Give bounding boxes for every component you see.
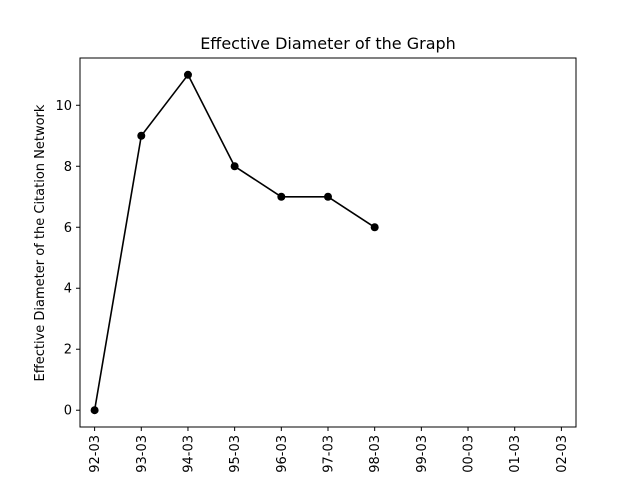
data-point — [137, 131, 146, 140]
y-tick-label: 0 — [64, 404, 72, 419]
y-tick-label: 10 — [55, 99, 72, 114]
plot-frame — [79, 57, 577, 428]
x-tick-label: 97-03 — [322, 435, 337, 473]
x-tick-label: 01-03 — [508, 435, 523, 473]
x-tick-label: 99-03 — [415, 435, 430, 473]
y-axis: 0 2 4 6 8 10 — [55, 99, 80, 419]
x-tick-label: 93-03 — [135, 435, 150, 473]
x-tick-label: 95-03 — [228, 435, 243, 473]
y-tick-label: 2 — [64, 343, 72, 358]
x-tick-label: 96-03 — [275, 435, 290, 473]
x-tick-label: 02-03 — [555, 435, 570, 473]
data-point — [324, 192, 332, 201]
series-line — [93, 74, 376, 411]
x-tick-label: 94-03 — [181, 435, 196, 473]
x-tick-label: 00-03 — [462, 435, 477, 473]
x-axis: 92-03 93-03 94-03 95-03 96-03 97-03 98-03 99-03… — [88, 427, 570, 473]
y-tick-label: 4 — [64, 282, 72, 297]
y-axis-label: Effective Diameter of the Citation Netwo… — [33, 104, 48, 381]
x-tick-label: 92-03 — [88, 435, 103, 473]
data-point — [370, 223, 379, 232]
plot-area — [90, 70, 379, 415]
chart-title: Effective Diameter of the Graph — [200, 34, 456, 53]
data-point — [230, 162, 239, 171]
data-point — [277, 192, 286, 201]
y-tick-label: 6 — [64, 221, 72, 236]
y-tick-label: 8 — [64, 160, 72, 175]
data-point — [183, 70, 192, 79]
data-point — [90, 406, 99, 415]
x-tick-label: 98-03 — [368, 435, 383, 473]
